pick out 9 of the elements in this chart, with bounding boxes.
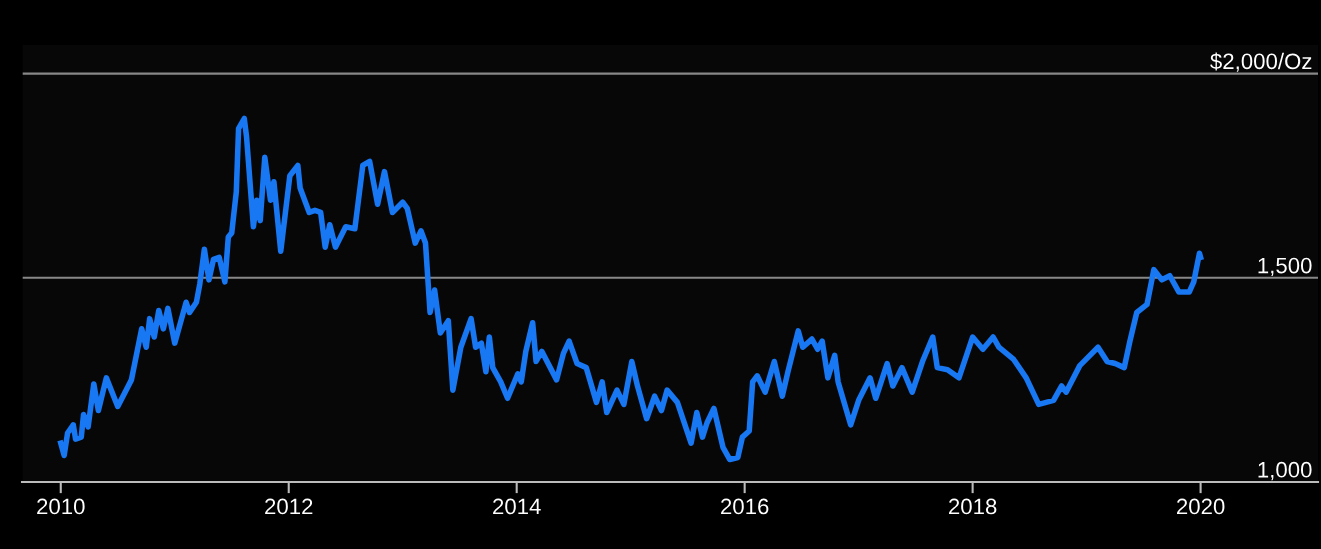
- y-tick-label: 1,000: [1258, 461, 1312, 481]
- x-tick-label: 2012: [265, 498, 313, 515]
- x-tick-label: 2018: [949, 498, 997, 515]
- y-tick-label: $2,000/Oz: [1210, 52, 1312, 72]
- x-tick-label: 2016: [721, 498, 769, 515]
- x-tick-label: 2010: [37, 498, 85, 515]
- x-tick-label: 2020: [1177, 498, 1225, 515]
- x-tick-label: 2014: [493, 498, 541, 515]
- y-tick-label: 1,500: [1258, 257, 1312, 277]
